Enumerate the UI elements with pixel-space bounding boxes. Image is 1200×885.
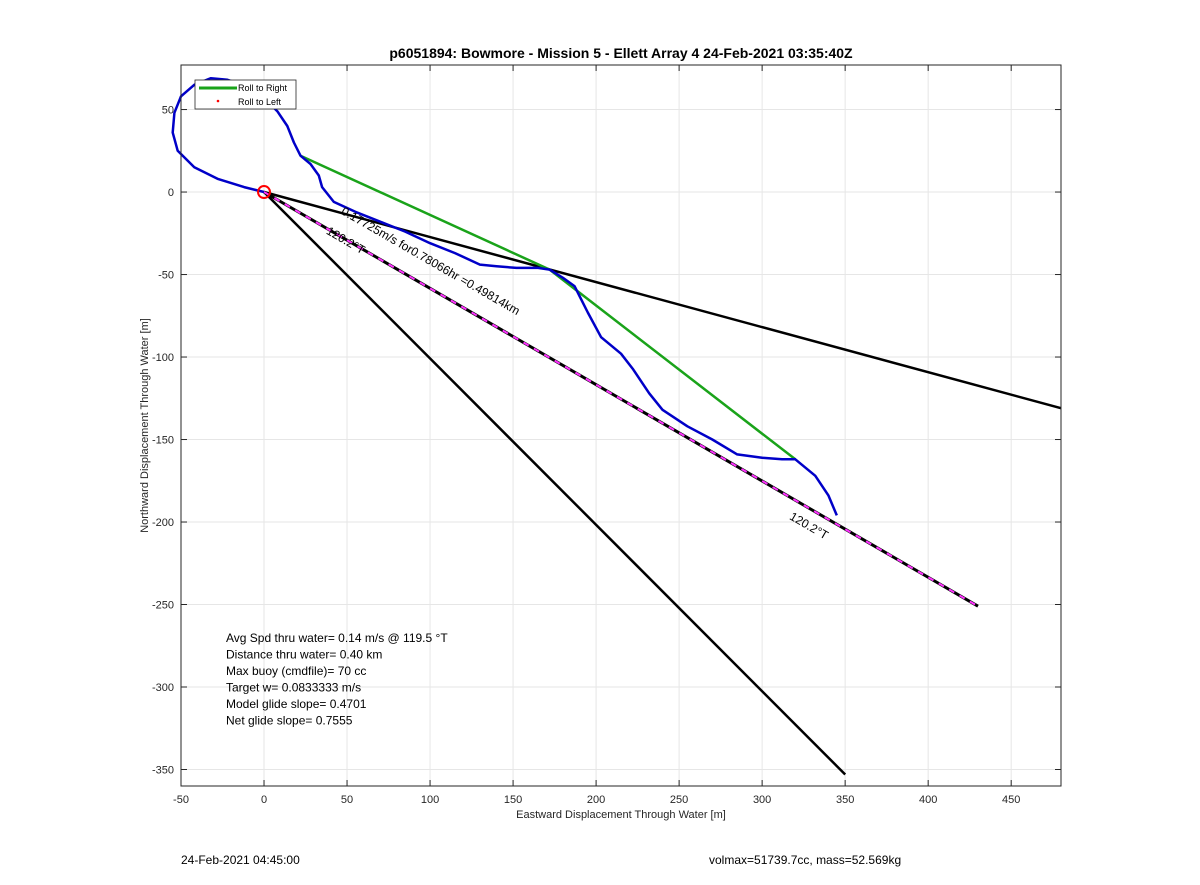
- stats-line: Max buoy (cmdfile)= 70 cc: [226, 664, 366, 678]
- x-axis-label: Eastward Displacement Through Water [m]: [516, 809, 726, 821]
- x-tick-label: 100: [421, 794, 439, 806]
- x-tick-label: 400: [919, 794, 937, 806]
- chart-title: p6051894: Bowmore - Mission 5 - Ellett A…: [389, 45, 853, 61]
- x-tick-label: 150: [504, 794, 522, 806]
- stats-line: Net glide slope= 0.7555: [226, 714, 353, 728]
- x-tick-label: 0: [261, 794, 267, 806]
- y-tick-label: 50: [162, 105, 174, 117]
- x-tick-label: 350: [836, 794, 854, 806]
- legend-label-roll-to-left: Roll to Left: [238, 97, 282, 107]
- y-axis-label: Northward Displacement Through Water [m]: [139, 318, 151, 533]
- x-tick-label: 300: [753, 794, 771, 806]
- stats-line: Distance thru water= 0.40 km: [226, 648, 382, 662]
- x-tick-label: 50: [341, 794, 353, 806]
- stats-line: Model glide slope= 0.4701: [226, 697, 367, 711]
- stats-block: Avg Spd thru water= 0.14 m/s @ 119.5 °T D…: [226, 631, 448, 728]
- series-layer: [171, 76, 1062, 776]
- origin-marker: [257, 185, 272, 200]
- series-line-track: [171, 76, 838, 516]
- x-tick-label: -50: [173, 794, 189, 806]
- legend: Roll to Right Roll to Left: [194, 79, 297, 110]
- y-tick-label: -250: [152, 600, 174, 612]
- y-tick-label: -200: [152, 517, 174, 529]
- plot-area: [181, 65, 1061, 786]
- legend-swatch-roll-to-left: [216, 99, 220, 103]
- grid-lines: [180, 65, 1061, 786]
- legend-label-roll-to-right: Roll to Right: [238, 83, 288, 93]
- stats-line: Target w= 0.0833333 m/s: [226, 681, 361, 695]
- y-tick-label: -100: [152, 352, 174, 364]
- x-tick-label: 250: [670, 794, 688, 806]
- footer-timestamp: 24-Feb-2021 04:45:00: [181, 853, 300, 867]
- y-tick-label: 0: [168, 187, 174, 199]
- footer-volmax-mass: volmax=51739.7cc, mass=52.569kg: [709, 853, 902, 867]
- y-tick-label: -50: [158, 270, 174, 282]
- axis-ticks: -50 0 50 100 150 200 250 300 350 400 450500-50-100…: [152, 65, 1061, 806]
- y-tick-label: -150: [152, 435, 174, 447]
- y-tick-label: -300: [152, 682, 174, 694]
- x-tick-label: 200: [587, 794, 605, 806]
- series-line-heading-dash: [263, 191, 979, 608]
- plot-frame: [180, 64, 1062, 787]
- x-tick-label: 450: [1002, 794, 1020, 806]
- legend-box: [194, 79, 297, 110]
- y-tick-label: -350: [152, 765, 174, 777]
- stats-line: Avg Spd thru water= 0.14 m/s @ 119.5 °T: [226, 631, 448, 645]
- series-line-lower-bound: [263, 191, 847, 776]
